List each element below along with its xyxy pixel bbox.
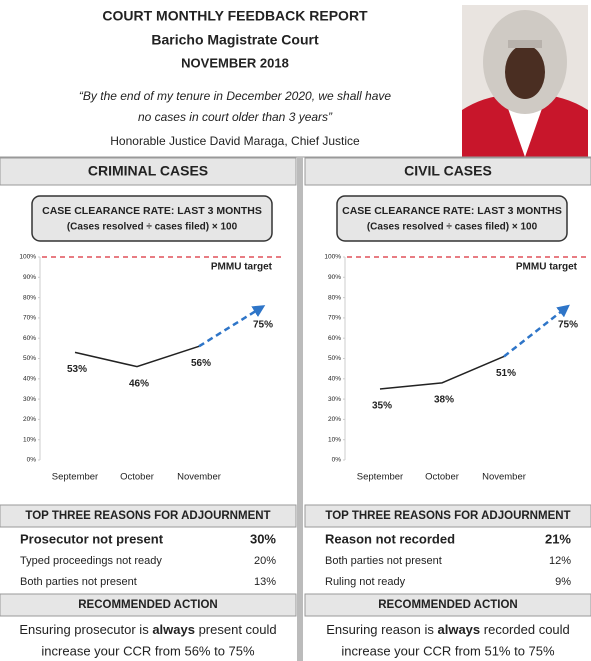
quote-line: “By the end of my tenure in December 202… [79, 89, 391, 103]
reason-share: 9% [555, 576, 571, 588]
reason-share: 12% [549, 555, 571, 567]
reason-share: 30% [250, 531, 276, 546]
action-text: Ensuring reason is always recorded could [326, 622, 570, 637]
action-text-part: present could [195, 622, 277, 637]
value-label: 46% [129, 378, 149, 389]
y-tick-label: 30% [328, 396, 341, 403]
target-label: PMMU target [516, 262, 578, 273]
y-tick-label: 10% [328, 436, 341, 443]
box-title: CASE CLEARANCE RATE: LAST 3 MONTHS [42, 205, 262, 217]
x-tick-label: November [177, 472, 221, 483]
y-tick-label: 70% [328, 315, 341, 322]
action-title: RECOMMENDED ACTION [378, 599, 518, 611]
data-line [199, 308, 261, 347]
value-label: 75% [558, 319, 578, 330]
y-tick-label: 80% [328, 294, 341, 301]
report-month: NOVEMBER 2018 [181, 55, 289, 70]
report: COURT MONTHLY FEEDBACK REPORT Baricho Ma… [0, 0, 591, 661]
data-line [380, 356, 504, 388]
y-tick-label: 80% [23, 294, 36, 301]
y-tick-label: 100% [19, 254, 36, 261]
y-tick-label: 20% [23, 416, 36, 423]
y-tick-label: 90% [23, 274, 36, 281]
reason-label: Reason not recorded [325, 531, 455, 546]
reason-label: Both parties not present [325, 555, 442, 567]
action-text-part: always [438, 622, 481, 637]
action-title: RECOMMENDED ACTION [78, 599, 218, 611]
y-tick-label: 30% [23, 396, 36, 403]
y-tick-label: 0% [332, 457, 342, 464]
reasons-title: TOP THREE REASONS FOR ADJOURNMENT [325, 510, 570, 522]
reason-share: 13% [254, 576, 276, 588]
y-tick-label: 60% [328, 335, 341, 342]
reasons-title: TOP THREE REASONS FOR ADJOURNMENT [25, 510, 270, 522]
value-label: 75% [253, 319, 273, 330]
attribution: Honorable Justice David Maraga, Chief Ju… [110, 134, 360, 148]
y-tick-label: 50% [23, 355, 36, 362]
value-label: 56% [191, 358, 211, 369]
y-tick-label: 100% [324, 254, 341, 261]
reason-label: Typed proceedings not ready [20, 555, 162, 567]
action-text: increase your CCR from 56% to 75% [41, 643, 255, 658]
action-text-part: recorded could [480, 622, 570, 637]
reason-label: Ruling not ready [325, 576, 406, 588]
target-label: PMMU target [211, 262, 273, 273]
action-text: increase your CCR from 51% to 75% [341, 643, 555, 658]
action-text-part: always [152, 622, 195, 637]
box-title: CASE CLEARANCE RATE: LAST 3 MONTHS [342, 205, 562, 217]
y-tick-label: 40% [328, 376, 341, 383]
y-tick-label: 90% [328, 274, 341, 281]
value-label: 53% [67, 364, 87, 375]
x-tick-label: September [52, 472, 98, 483]
action-text-part: Ensuring prosecutor is [19, 622, 152, 637]
x-tick-label: October [120, 472, 154, 483]
value-label: 51% [496, 368, 516, 379]
value-label: 35% [372, 401, 392, 412]
action-text-part: Ensuring reason is [326, 622, 437, 637]
y-tick-label: 0% [27, 457, 37, 464]
section-title: CIVIL CASES [404, 163, 492, 179]
ccr-box [32, 196, 272, 241]
y-tick-label: 20% [328, 416, 341, 423]
box-formula: (Cases resolved ÷ cases filed) × 100 [367, 222, 538, 233]
portrait [462, 5, 588, 157]
x-tick-label: October [425, 472, 459, 483]
reason-label: Prosecutor not present [20, 531, 164, 546]
reason-label: Both parties not present [20, 576, 137, 588]
court-name: Baricho Magistrate Court [151, 32, 319, 48]
ccr-box [337, 196, 567, 241]
data-line [75, 346, 199, 366]
y-tick-label: 50% [328, 355, 341, 362]
y-tick-label: 40% [23, 376, 36, 383]
data-line [504, 308, 566, 357]
reason-share: 21% [545, 531, 571, 546]
box-formula: (Cases resolved ÷ cases filed) × 100 [67, 222, 238, 233]
y-tick-label: 10% [23, 436, 36, 443]
x-tick-label: September [357, 472, 403, 483]
quote-line: no cases in court older than 3 years” [138, 110, 333, 124]
section-title: CRIMINAL CASES [88, 163, 208, 179]
reason-share: 20% [254, 555, 276, 567]
action-text: Ensuring prosecutor is always present co… [19, 622, 276, 637]
y-tick-label: 70% [23, 315, 36, 322]
x-tick-label: November [482, 472, 526, 483]
y-tick-label: 60% [23, 335, 36, 342]
report-title: COURT MONTHLY FEEDBACK REPORT [102, 8, 368, 24]
value-label: 38% [434, 395, 454, 406]
